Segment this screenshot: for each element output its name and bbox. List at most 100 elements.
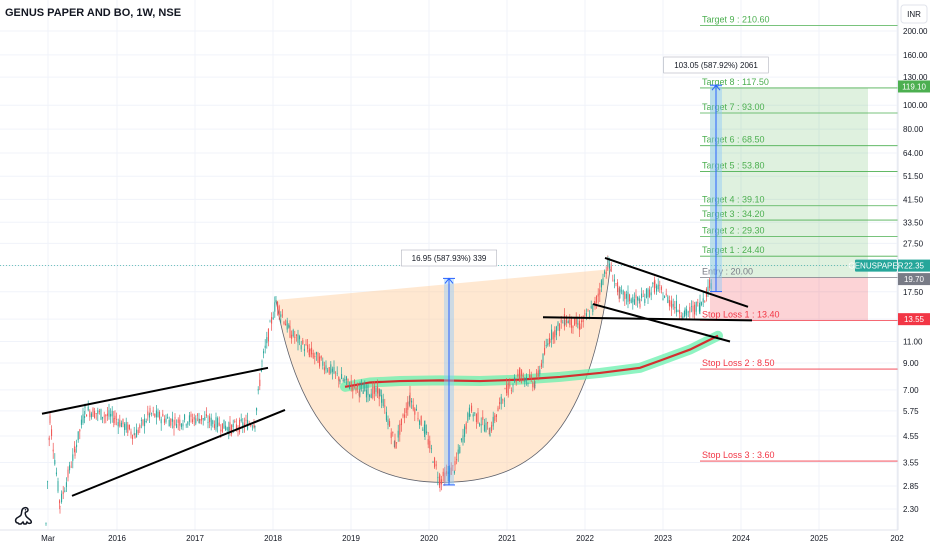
- candle-body: [649, 289, 651, 297]
- currency-label: INR: [907, 10, 921, 19]
- candle-body: [307, 344, 309, 350]
- candle-body: [199, 418, 201, 421]
- candle-body: [59, 506, 61, 507]
- candle-body: [347, 378, 349, 382]
- candle-body: [328, 367, 330, 374]
- candle-body: [220, 429, 222, 432]
- candle-body: [647, 289, 649, 298]
- target-label: Target 4 : 39.10: [702, 195, 765, 205]
- candle-body: [157, 411, 159, 417]
- candle-body: [372, 386, 374, 398]
- candle-body: [61, 493, 63, 503]
- candle-body: [504, 388, 506, 390]
- price-badge-label: 13.55: [904, 315, 925, 324]
- candle-body: [128, 425, 130, 430]
- candle-body: [212, 420, 214, 425]
- candle-body: [468, 407, 470, 417]
- candle-body: [375, 388, 377, 392]
- candle-body: [621, 290, 623, 292]
- candle-body: [509, 384, 511, 387]
- candle-body: [637, 296, 639, 301]
- target-label: Stop Loss 1 : 13.40: [702, 309, 780, 319]
- candle-body: [162, 413, 164, 417]
- candle-body: [229, 422, 231, 431]
- candle-body: [690, 306, 692, 307]
- candle-body: [683, 310, 685, 317]
- candle-body: [256, 408, 258, 411]
- candle-body: [147, 411, 149, 416]
- candle-body: [402, 414, 404, 417]
- trendline: [71, 409, 286, 497]
- price-tick: 200.00: [903, 27, 928, 36]
- candle-body: [552, 332, 554, 340]
- symbol-badge-bg: [855, 259, 897, 272]
- candle-body: [102, 417, 104, 419]
- candle-body: [335, 371, 337, 373]
- candle-body: [342, 379, 344, 382]
- candle-body: [492, 416, 494, 427]
- candle-body: [205, 414, 207, 417]
- candle-body: [532, 383, 534, 388]
- candle-body: [397, 430, 399, 438]
- candle-body: [198, 418, 200, 424]
- candle-body: [377, 386, 379, 394]
- candle-body: [452, 465, 454, 467]
- target-label: Target 7 : 93.00: [702, 102, 765, 112]
- candle-body: [319, 356, 321, 367]
- candle-body: [529, 374, 531, 378]
- candle-body: [384, 405, 386, 407]
- candle-body: [657, 284, 659, 290]
- candle-body: [367, 385, 369, 396]
- candle-body: [125, 422, 127, 430]
- candle-body: [174, 417, 176, 419]
- dinosaur-logo-icon[interactable]: [12, 503, 36, 527]
- candle-body: [167, 417, 169, 419]
- candle-body: [514, 377, 516, 382]
- candle-body: [379, 389, 381, 397]
- currency-button[interactable]: INR: [900, 4, 928, 24]
- candle-body: [303, 348, 305, 351]
- candle-body: [127, 424, 129, 433]
- candle-body: [80, 419, 82, 425]
- candle-body: [250, 424, 252, 426]
- candle-body: [257, 389, 259, 391]
- candle-body: [210, 417, 212, 426]
- candle-body: [408, 401, 410, 405]
- candle-body: [283, 321, 285, 324]
- price-badge: [898, 273, 930, 286]
- candle-body: [302, 340, 304, 344]
- candle-body: [215, 417, 217, 430]
- candle-body: [533, 382, 535, 389]
- candle-body: [575, 318, 577, 325]
- candle-body: [362, 390, 364, 394]
- price-tick: 41.50: [903, 195, 924, 204]
- candle-body: [370, 393, 372, 399]
- candle-body: [73, 446, 75, 448]
- candle-body: [434, 457, 436, 468]
- candle-body: [69, 465, 71, 471]
- candle-body: [98, 410, 100, 412]
- price-badge: [898, 80, 930, 93]
- candle-body: [108, 410, 110, 417]
- chart-title: GENUS PAPER AND BO, 1W, NSE: [5, 7, 182, 19]
- candle-body: [266, 337, 268, 344]
- candle-body: [299, 336, 301, 340]
- time-tick: 2024: [732, 534, 750, 543]
- candle-body: [404, 414, 406, 418]
- candle-body: [641, 293, 643, 299]
- candle-body: [456, 459, 458, 461]
- candle-body: [475, 413, 477, 422]
- trendlines: [41, 257, 753, 497]
- candle-body: [361, 385, 363, 386]
- candle-body: [264, 345, 266, 348]
- price-tick: 64.00: [903, 149, 924, 158]
- candle-body: [330, 364, 332, 374]
- candle-body: [142, 419, 144, 425]
- candle-body: [467, 413, 469, 421]
- candle-body: [585, 313, 587, 317]
- candle-body: [392, 431, 394, 434]
- candle-body: [64, 490, 66, 492]
- candle-body: [483, 424, 485, 431]
- measurement-1-label: 16.95 (587.93%) 339: [412, 254, 487, 263]
